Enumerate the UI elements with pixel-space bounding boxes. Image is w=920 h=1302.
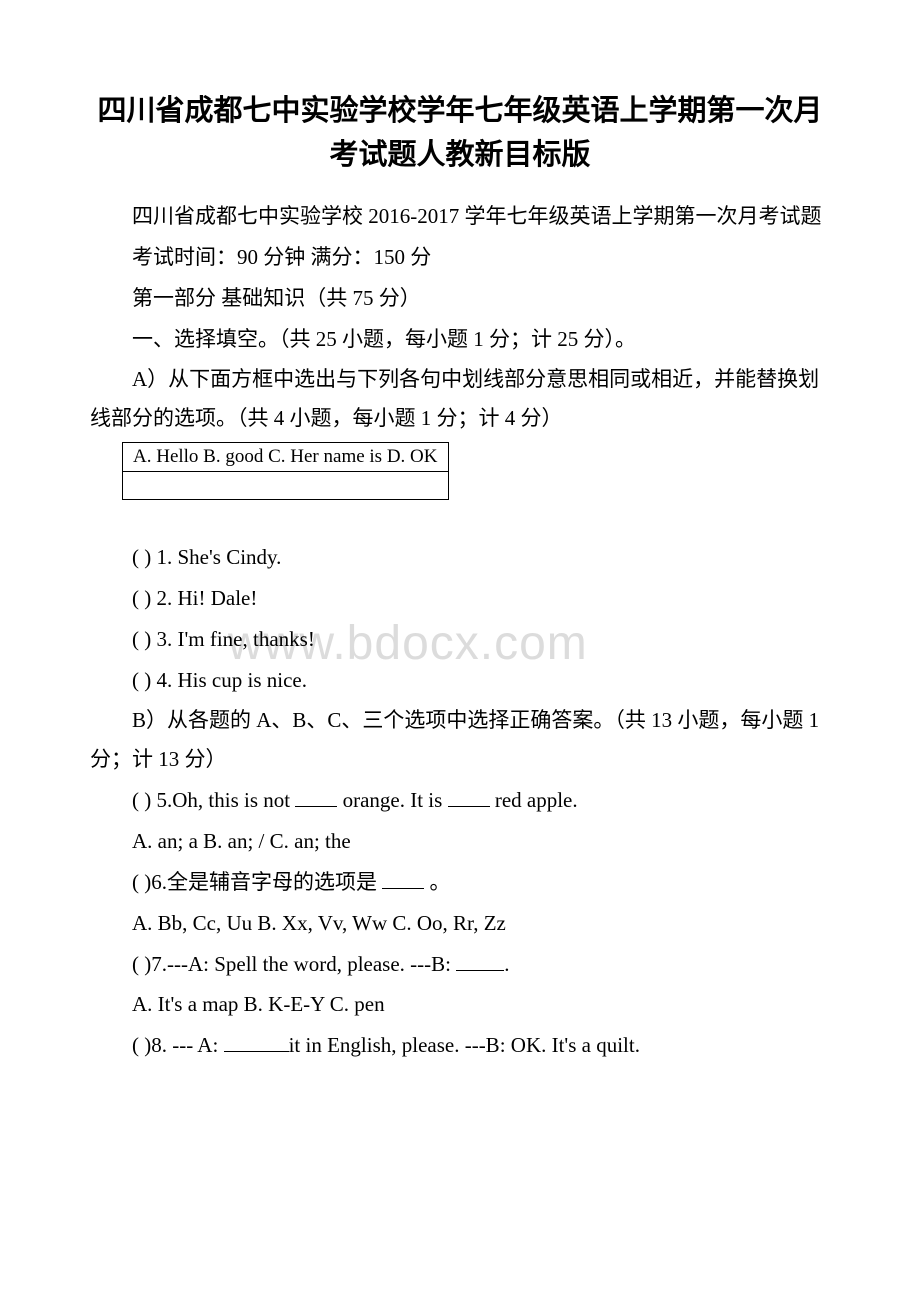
q5-prefix: ( ) 5.Oh, this is not xyxy=(132,788,295,812)
q6-prefix: ( )6.全是辅音字母的选项是 xyxy=(132,870,382,894)
box-empty-row xyxy=(123,472,449,500)
box-options-text: A. Hello B. good C. Her name is D. OK xyxy=(123,443,449,472)
subtitle: 四川省成都七中实验学校 2016-2017 学年七年级英语上学期第一次月考试题 xyxy=(90,197,830,236)
question-3: ( ) 3. I'm fine, thanks! xyxy=(90,620,830,659)
section-a-intro: A）从下面方框中选出与下列各句中划线部分意思相同或相近，并能替换划线部分的选项。… xyxy=(90,360,830,438)
question-7: ( )7.---A: Spell the word, please. ---B:… xyxy=(90,945,830,984)
question-8: ( )8. --- A: it in English, please. ---B… xyxy=(90,1026,830,1065)
section-b-intro: B）从各题的 A、B、C、三个选项中选择正确答案。（共 13 小题，每小题 1 … xyxy=(90,701,830,779)
q8-suffix: it in English, please. ---B: OK. It's a … xyxy=(289,1033,640,1057)
q7-suffix: . xyxy=(504,952,509,976)
blank xyxy=(382,888,424,889)
question-6-options: A. Bb, Cc, Uu B. Xx, Vv, Ww C. Oo, Rr, Z… xyxy=(90,904,830,943)
options-box: A. Hello B. good C. Her name is D. OK xyxy=(122,442,830,500)
q6-suffix: 。 xyxy=(424,870,450,894)
q5-mid: orange. It is xyxy=(337,788,447,812)
document-content: 四川省成都七中实验学校学年七年级英语上学期第一次月考试题人教新目标版 四川省成都… xyxy=(90,90,830,1065)
question-5: ( ) 5.Oh, this is not orange. It is red … xyxy=(90,781,830,820)
question-7-options: A. It's a map B. K-E-Y C. pen xyxy=(90,985,830,1024)
question-6: ( )6.全是辅音字母的选项是 。 xyxy=(90,863,830,902)
blank xyxy=(456,970,504,971)
q5-suffix: red apple. xyxy=(490,788,578,812)
question-1: ( ) 1. She's Cindy. xyxy=(90,538,830,577)
document-title: 四川省成都七中实验学校学年七年级英语上学期第一次月考试题人教新目标版 xyxy=(90,90,830,177)
question-2: ( ) 2. Hi! Dale! xyxy=(90,579,830,618)
question-4: ( ) 4. His cup is nice. xyxy=(90,661,830,700)
blank xyxy=(448,806,490,807)
question-5-options: A. an; a B. an; / C. an; the xyxy=(90,822,830,861)
blank xyxy=(224,1051,289,1052)
part1-title: 第一部分 基础知识（共 75 分） xyxy=(90,279,830,318)
exam-info: 考试时间：90 分钟 满分：150 分 xyxy=(90,238,830,277)
section1-title: 一、选择填空。（共 25 小题，每小题 1 分；计 25 分）。 xyxy=(90,320,830,359)
q8-prefix: ( )8. --- A: xyxy=(132,1033,224,1057)
q7-prefix: ( )7.---A: Spell the word, please. ---B: xyxy=(132,952,456,976)
blank xyxy=(295,806,337,807)
